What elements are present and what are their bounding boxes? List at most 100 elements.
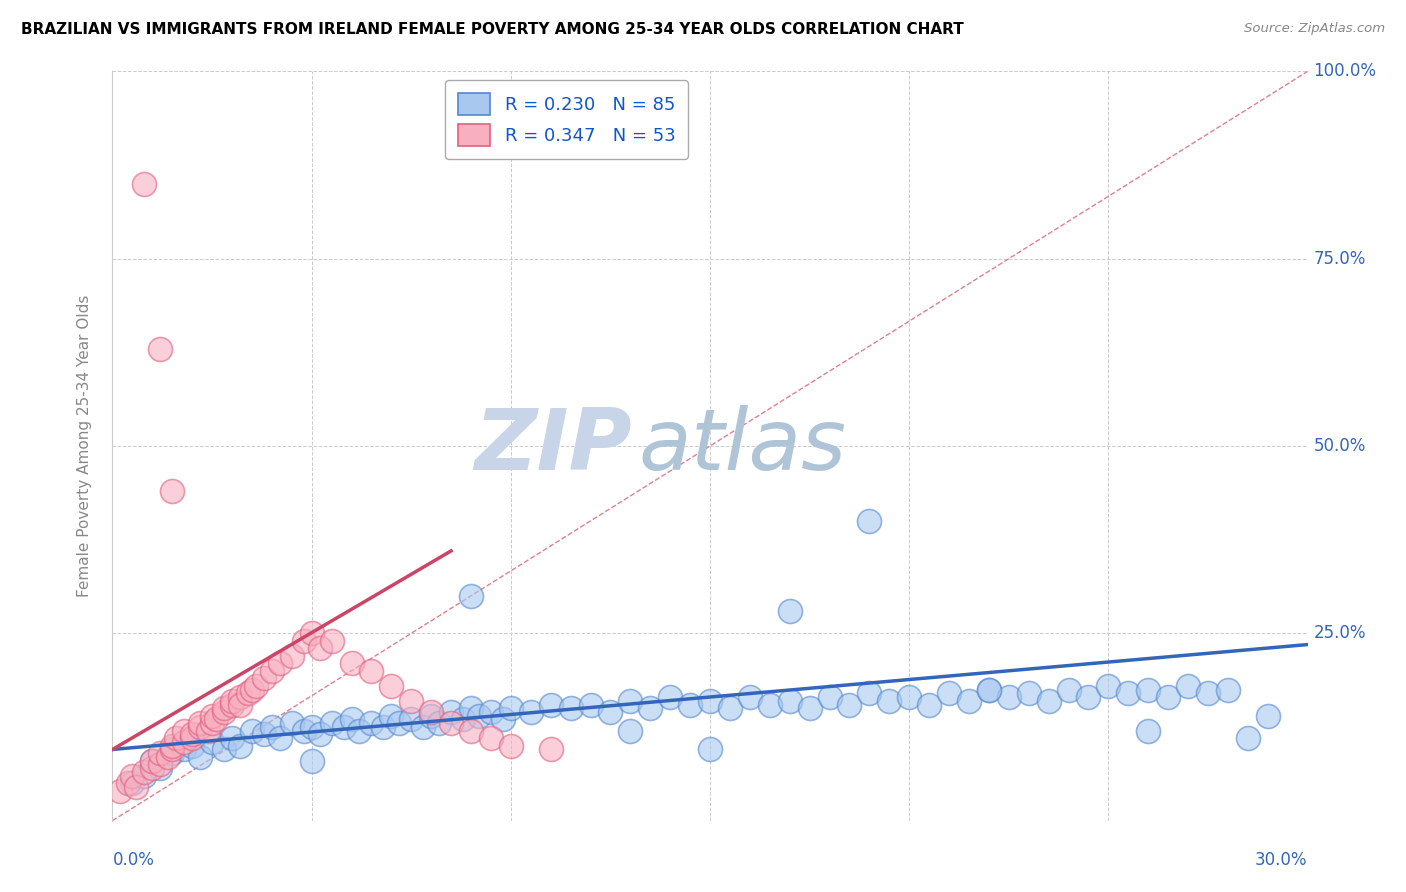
Brazilians xyxy=(1257,708,1279,723)
Brazilians xyxy=(308,727,330,741)
Brazilians xyxy=(240,723,263,738)
Brazilians xyxy=(640,701,662,715)
Brazilians xyxy=(121,776,143,790)
Brazilians xyxy=(181,739,204,753)
Brazilians xyxy=(173,742,195,756)
Immigrants from Ireland xyxy=(460,723,482,738)
Immigrants from Ireland xyxy=(499,739,522,753)
Text: 25.0%: 25.0% xyxy=(1313,624,1367,642)
Brazilians xyxy=(998,690,1021,704)
Immigrants from Ireland xyxy=(149,757,172,772)
Brazilians xyxy=(858,686,880,700)
Immigrants from Ireland xyxy=(281,648,304,663)
Immigrants from Ireland xyxy=(540,742,562,756)
Brazilians xyxy=(957,694,980,708)
Immigrants from Ireland xyxy=(149,342,172,356)
Immigrants from Ireland xyxy=(420,705,443,719)
Brazilians xyxy=(388,716,411,731)
Brazilians xyxy=(579,698,602,712)
Brazilians xyxy=(260,720,283,734)
Immigrants from Ireland xyxy=(340,657,363,671)
Brazilians xyxy=(799,701,821,715)
Brazilians xyxy=(619,694,641,708)
Immigrants from Ireland xyxy=(181,731,204,746)
Brazilians xyxy=(858,514,880,528)
Brazilians xyxy=(540,698,562,712)
Brazilians xyxy=(460,701,482,715)
Immigrants from Ireland xyxy=(245,679,267,693)
Immigrants from Ireland xyxy=(201,708,224,723)
Immigrants from Ireland xyxy=(212,705,235,719)
Brazilians xyxy=(401,713,423,727)
Immigrants from Ireland xyxy=(165,731,187,746)
Brazilians xyxy=(479,705,502,719)
Brazilians xyxy=(162,746,183,760)
Brazilians xyxy=(253,727,276,741)
Immigrants from Ireland xyxy=(292,633,315,648)
Immigrants from Ireland xyxy=(188,716,211,731)
Immigrants from Ireland xyxy=(321,633,343,648)
Brazilians xyxy=(718,701,741,715)
Immigrants from Ireland xyxy=(221,698,243,712)
Brazilians xyxy=(380,708,402,723)
Immigrants from Ireland xyxy=(401,694,423,708)
Brazilians xyxy=(427,716,450,731)
Immigrants from Ireland xyxy=(360,664,382,678)
Immigrants from Ireland xyxy=(117,776,139,790)
Brazilians xyxy=(321,716,343,731)
Text: atlas: atlas xyxy=(638,404,846,488)
Brazilians xyxy=(560,701,582,715)
Immigrants from Ireland xyxy=(236,686,259,700)
Brazilians xyxy=(759,698,782,712)
Brazilians xyxy=(1057,682,1080,697)
Brazilians xyxy=(520,705,543,719)
Brazilians xyxy=(373,720,395,734)
Brazilians xyxy=(188,750,211,764)
Brazilians xyxy=(938,686,960,700)
Brazilians xyxy=(412,720,434,734)
Brazilians xyxy=(332,720,354,734)
Text: Source: ZipAtlas.com: Source: ZipAtlas.com xyxy=(1244,22,1385,36)
Immigrants from Ireland xyxy=(173,735,195,749)
Brazilians xyxy=(699,694,721,708)
Brazilians xyxy=(229,739,252,753)
Immigrants from Ireland xyxy=(141,761,163,775)
Text: BRAZILIAN VS IMMIGRANTS FROM IRELAND FEMALE POVERTY AMONG 25-34 YEAR OLDS CORREL: BRAZILIAN VS IMMIGRANTS FROM IRELAND FEM… xyxy=(21,22,965,37)
Brazilians xyxy=(679,698,702,712)
Immigrants from Ireland xyxy=(181,727,204,741)
Immigrants from Ireland xyxy=(253,671,276,685)
Immigrants from Ireland xyxy=(201,716,224,731)
Brazilians xyxy=(1077,690,1099,704)
Brazilians xyxy=(301,720,323,734)
Brazilians xyxy=(779,604,801,618)
Brazilians xyxy=(977,682,1000,697)
Legend: R = 0.230   N = 85, R = 0.347   N = 53: R = 0.230 N = 85, R = 0.347 N = 53 xyxy=(446,80,688,159)
Brazilians xyxy=(360,716,382,731)
Brazilians xyxy=(141,754,163,768)
Brazilians xyxy=(1118,686,1140,700)
Brazilians xyxy=(1038,694,1060,708)
Brazilians xyxy=(301,754,323,768)
Brazilians xyxy=(1177,679,1199,693)
Brazilians xyxy=(879,694,901,708)
Brazilians xyxy=(659,690,682,704)
Immigrants from Ireland xyxy=(110,783,132,797)
Brazilians xyxy=(281,716,304,731)
Immigrants from Ireland xyxy=(308,641,330,656)
Brazilians xyxy=(1157,690,1180,704)
Immigrants from Ireland xyxy=(221,694,243,708)
Immigrants from Ireland xyxy=(229,690,252,704)
Text: 0.0%: 0.0% xyxy=(112,851,155,869)
Brazilians xyxy=(349,723,371,738)
Brazilians xyxy=(1216,682,1239,697)
Immigrants from Ireland xyxy=(197,723,219,738)
Brazilians xyxy=(420,708,443,723)
Immigrants from Ireland xyxy=(125,780,148,794)
Immigrants from Ireland xyxy=(162,742,183,756)
Immigrants from Ireland xyxy=(141,754,163,768)
Immigrants from Ireland xyxy=(301,626,323,640)
Immigrants from Ireland xyxy=(260,664,283,678)
Brazilians xyxy=(221,731,243,746)
Immigrants from Ireland xyxy=(157,750,180,764)
Brazilians xyxy=(838,698,860,712)
